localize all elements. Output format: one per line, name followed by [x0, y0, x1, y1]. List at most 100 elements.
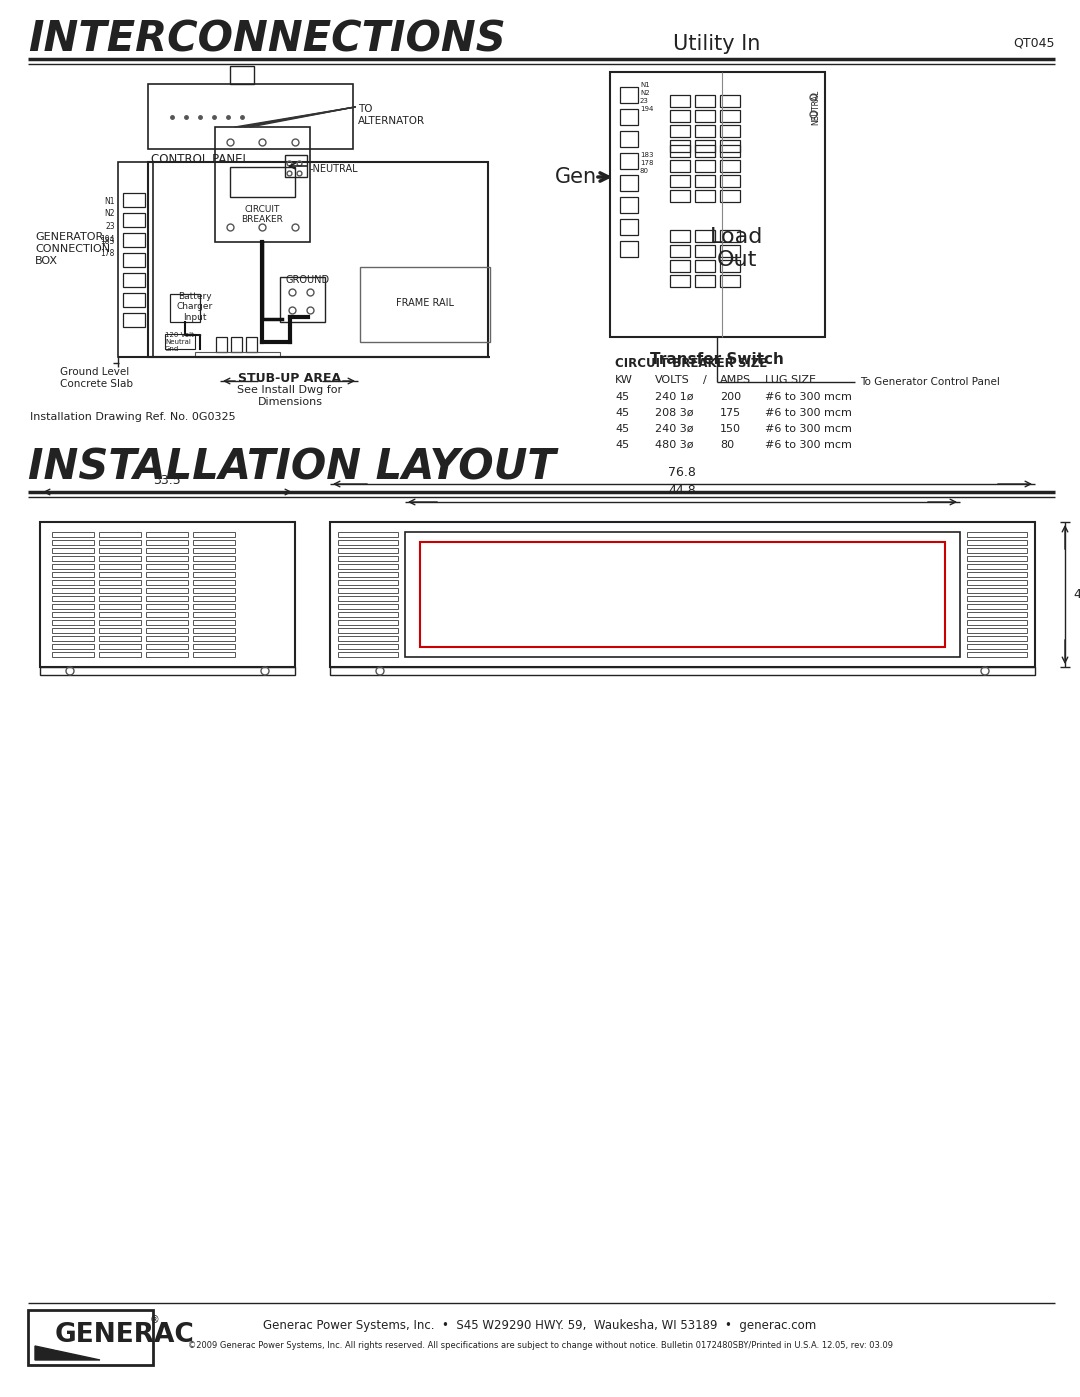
Bar [52, 556, 94, 562]
Text: Generac Power Systems, Inc.  •  S45 W29290 HWY. 59,  Waukesha, WI 53189  •  gene: Generac Power Systems, Inc. • S45 W29290… [264, 1319, 816, 1331]
Text: 208 3ø: 208 3ø [654, 408, 693, 418]
Text: KW: KW [615, 374, 633, 386]
Bar [338, 548, 399, 553]
Bar [99, 580, 141, 585]
Text: 45: 45 [615, 408, 630, 418]
Bar [52, 652, 94, 657]
Text: GENERATOR
CONNECTION
BOX: GENERATOR CONNECTION BOX [35, 232, 110, 265]
Bar [696, 275, 715, 286]
Text: TO
ALTERNATOR: TO ALTERNATOR [357, 103, 426, 126]
Bar [696, 190, 715, 203]
Bar [720, 140, 740, 152]
Text: 150: 150 [720, 425, 741, 434]
Bar [146, 629, 188, 633]
Bar [99, 629, 141, 633]
Text: 183
178
80: 183 178 80 [640, 152, 653, 175]
Bar [195, 352, 280, 358]
Bar [696, 260, 715, 272]
Bar [696, 145, 715, 156]
Bar [193, 644, 235, 650]
Bar [720, 231, 740, 242]
Bar [338, 588, 399, 592]
Text: INSTALLATION LAYOUT: INSTALLATION LAYOUT [28, 447, 556, 489]
Bar [99, 636, 141, 641]
Bar [338, 604, 399, 609]
Polygon shape [35, 1345, 100, 1361]
Bar [967, 597, 1027, 601]
Bar [338, 612, 399, 617]
Bar [193, 532, 235, 536]
Bar [670, 95, 690, 108]
Text: GROUND: GROUND [285, 275, 329, 285]
Bar [193, 580, 235, 585]
Bar [146, 597, 188, 601]
Bar [720, 110, 740, 122]
Bar [338, 556, 399, 562]
Bar [123, 212, 145, 226]
Bar [967, 548, 1027, 553]
Bar [230, 66, 254, 84]
Bar [720, 260, 740, 272]
Bar [123, 272, 145, 286]
Bar [193, 556, 235, 562]
Text: 45.1: 45.1 [1074, 588, 1080, 602]
Text: 480 3ø: 480 3ø [654, 440, 693, 450]
Bar [338, 636, 399, 641]
Bar [193, 597, 235, 601]
Text: 200: 200 [720, 393, 741, 402]
Bar [146, 532, 188, 536]
Bar [193, 629, 235, 633]
Bar [99, 644, 141, 650]
Bar [967, 588, 1027, 592]
Text: N1
N2
23
194: N1 N2 23 194 [100, 197, 114, 243]
Bar [670, 110, 690, 122]
Bar [338, 620, 399, 624]
Bar [99, 620, 141, 624]
Bar [99, 588, 141, 592]
Bar [123, 193, 145, 207]
Bar [967, 564, 1027, 569]
Bar [99, 564, 141, 569]
Bar [967, 629, 1027, 633]
Text: STUB-UP AREA: STUB-UP AREA [239, 372, 341, 386]
Text: #6 to 300 mcm: #6 to 300 mcm [765, 393, 852, 402]
Text: Transfer Switch: Transfer Switch [650, 352, 784, 367]
Text: QT045: QT045 [1013, 36, 1055, 50]
Bar [338, 541, 399, 545]
Text: #6 to 300 mcm: #6 to 300 mcm [765, 440, 852, 450]
Bar [146, 612, 188, 617]
Bar [670, 145, 690, 156]
Bar [99, 612, 141, 617]
Bar [670, 244, 690, 257]
Text: Utility In: Utility In [673, 34, 760, 54]
Bar [620, 131, 638, 147]
Bar [52, 541, 94, 545]
Bar [720, 190, 740, 203]
Bar [99, 652, 141, 657]
Bar [338, 629, 399, 633]
Text: LUG SIZE: LUG SIZE [765, 374, 816, 386]
Bar [967, 604, 1027, 609]
Bar [338, 652, 399, 657]
Bar [720, 175, 740, 187]
Bar [193, 548, 235, 553]
Text: CIRCUIT
BREAKER: CIRCUIT BREAKER [241, 205, 283, 225]
Text: #6 to 300 mcm: #6 to 300 mcm [765, 425, 852, 434]
Bar [967, 571, 1027, 577]
Bar [696, 140, 715, 152]
Bar [231, 337, 242, 352]
Bar [52, 588, 94, 592]
Text: 240 3ø: 240 3ø [654, 425, 693, 434]
Bar [620, 242, 638, 257]
Text: 120 Volt =
Neutral
Gnd: 120 Volt = Neutral Gnd [165, 332, 202, 352]
Text: /: / [703, 374, 706, 386]
Bar [146, 556, 188, 562]
Bar [146, 548, 188, 553]
Text: Dimensions: Dimensions [257, 397, 323, 407]
Bar [620, 219, 638, 235]
Bar [967, 644, 1027, 650]
Bar [146, 636, 188, 641]
Bar [670, 175, 690, 187]
Bar [967, 636, 1027, 641]
Text: 76.8: 76.8 [669, 467, 696, 479]
